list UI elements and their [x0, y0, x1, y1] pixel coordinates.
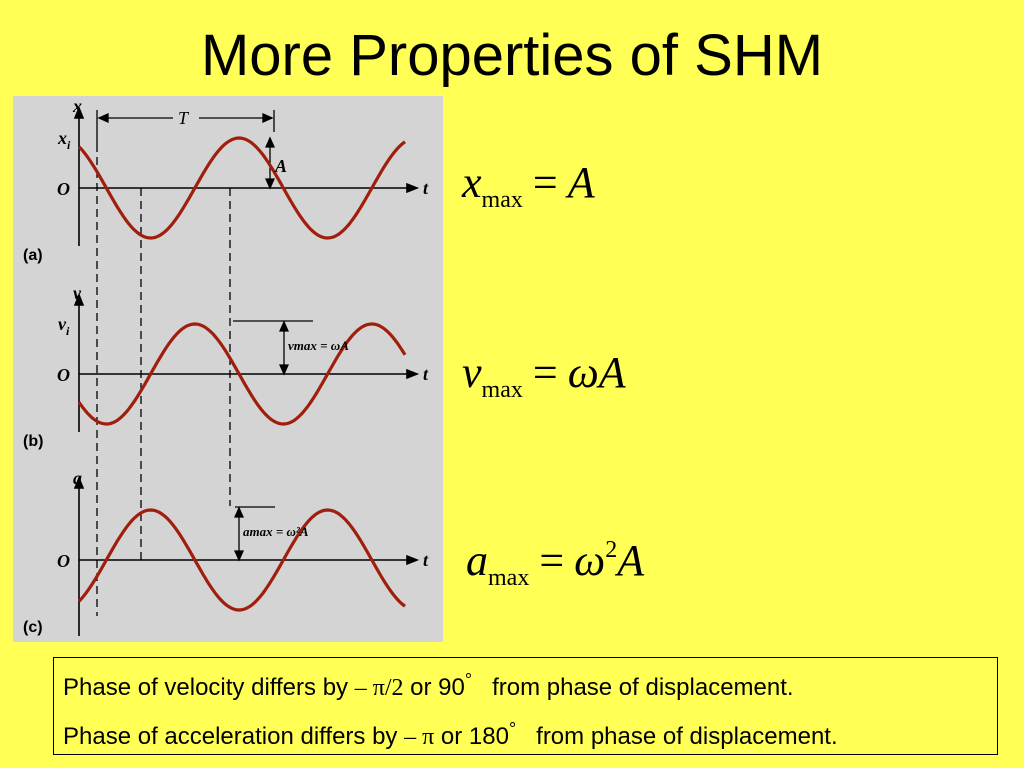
- acceleration-note-pre: Phase of acceleration differs by: [63, 723, 405, 750]
- slide-title: More Properties of SHM: [200, 23, 824, 88]
- xmax-eq: =: [532, 158, 558, 207]
- acceleration-note-degree: °: [508, 719, 517, 739]
- panel-c-t-label: t: [423, 550, 429, 570]
- panel-b-origin-label: O: [57, 365, 70, 385]
- amax-equation: amax = ω2A: [466, 535, 644, 592]
- vmax-sub: max: [481, 377, 523, 403]
- velocity-note-post: from phase of displacement.: [472, 674, 794, 701]
- panel-b-t-label: t: [423, 364, 429, 384]
- shm-graphs-figure: x xi O t T A (a) v vi O t vmax = ωA (b) …: [13, 96, 443, 642]
- velocity-note-pre: Phase of velocity differs by: [63, 674, 355, 701]
- vmax-eq: =: [532, 348, 558, 397]
- shm-graphs-svg: x xi O t T A (a) v vi O t vmax = ωA (b) …: [23, 96, 429, 636]
- panel-a-origin-label: O: [57, 179, 70, 199]
- acceleration-note-phase: – π: [404, 724, 435, 750]
- phase-note-acceleration: Phase of acceleration differs by – π or …: [63, 719, 838, 751]
- acceleration-note-post: from phase of displacement.: [516, 723, 838, 750]
- panel-a-initial-label: xi: [57, 128, 71, 152]
- acceleration-wave: [77, 508, 406, 612]
- panel-b-initial-label: vi: [58, 314, 70, 338]
- velocity-note-degree: °: [464, 670, 473, 690]
- xmax-sub: max: [481, 187, 523, 213]
- amax-eq: =: [539, 536, 565, 585]
- xmax-var: x: [462, 158, 482, 207]
- panel-a-amplitude-label: A: [274, 156, 287, 176]
- vmax-equation: vmax = ωA: [462, 347, 626, 404]
- displacement-wave: [77, 136, 406, 240]
- amax-omega: ω: [574, 536, 606, 585]
- panel-a-period-label: T: [178, 108, 190, 128]
- panel-b-tag: (b): [23, 433, 43, 450]
- panel-b-y-axis-label: v: [73, 283, 82, 303]
- amax-rhs: A: [617, 536, 645, 585]
- vmax-var: v: [462, 348, 482, 397]
- amax-var: a: [466, 536, 488, 585]
- xmax-rhs: A: [567, 158, 595, 207]
- amax-sup: 2: [605, 537, 618, 563]
- phase-note-velocity: Phase of velocity differs by – π/2 or 90…: [63, 670, 794, 702]
- vmax-rhs: ωA: [567, 348, 626, 397]
- panel-c-origin-label: O: [57, 551, 70, 571]
- velocity-wave: [77, 322, 407, 426]
- panel-c-tag: (c): [23, 619, 43, 636]
- phase-note-box: Phase of velocity differs by – π/2 or 90…: [53, 657, 998, 755]
- panel-c-y-axis-label: a: [73, 468, 82, 488]
- panel-a-y-axis-label: x: [72, 96, 82, 116]
- acceleration-note-mid: or 180: [434, 723, 509, 750]
- xmax-equation: xmax = A: [462, 157, 595, 214]
- velocity-note-phase: – π/2: [354, 675, 404, 701]
- panel-a-tag: (a): [23, 247, 43, 264]
- panel-a-t-label: t: [423, 178, 429, 198]
- panel-b-max-label: vmax = ωA: [288, 338, 349, 353]
- velocity-note-mid: or 90: [403, 674, 465, 701]
- amax-sub: max: [488, 565, 530, 591]
- panel-c-max-label: amax = ω²A: [243, 524, 309, 539]
